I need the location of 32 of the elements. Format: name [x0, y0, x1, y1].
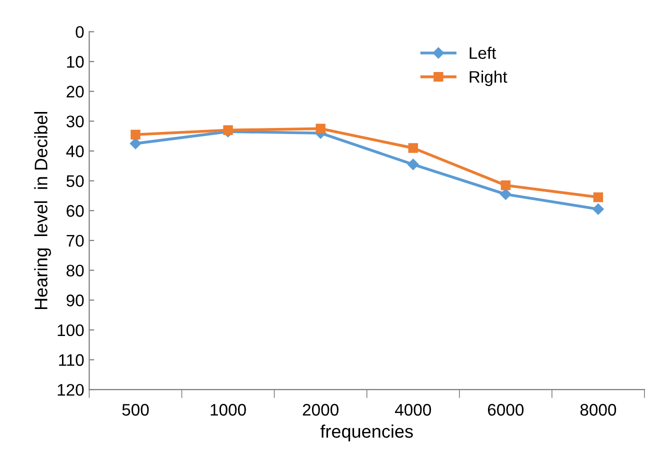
y-tick-label: 110 — [59, 354, 84, 366]
y-tick-label: 40 — [66, 145, 84, 158]
legend-label: Right — [470, 70, 508, 86]
y-tick-label: 70 — [66, 234, 84, 247]
x-tick-label: 8000 — [580, 404, 616, 416]
y-tick-label: 80 — [66, 264, 84, 276]
point — [500, 188, 512, 200]
x-tick-label: 1000 — [210, 404, 246, 416]
point — [130, 130, 140, 140]
y-tick-label: 0 — [76, 26, 84, 38]
x-tick-label: 4000 — [394, 404, 432, 416]
x-axis-title: frequencies — [320, 424, 413, 442]
y-tick-label: 10 — [67, 56, 84, 68]
point — [408, 143, 418, 153]
x-tick-label: 500 — [122, 404, 149, 416]
y-tick-label: 50 — [66, 175, 84, 188]
y-tick-label: 100 — [58, 324, 84, 336]
point — [223, 125, 233, 135]
y-tick-label: 90 — [66, 294, 84, 306]
point — [500, 180, 511, 190]
y-tick-label: 120 — [58, 384, 84, 396]
y-axis-title: Hearing level in Decibel — [34, 112, 52, 310]
point — [592, 204, 604, 215]
y-tick-label: 20 — [66, 86, 84, 98]
x-tick-label: 2000 — [302, 404, 338, 416]
point — [593, 192, 604, 202]
point — [408, 158, 419, 170]
y-tick-label: 30 — [66, 116, 84, 128]
x-tick-label: 6000 — [488, 404, 524, 416]
y-tick-label: 60 — [66, 205, 84, 217]
legend-label: Left — [470, 46, 496, 59]
point — [316, 124, 326, 134]
